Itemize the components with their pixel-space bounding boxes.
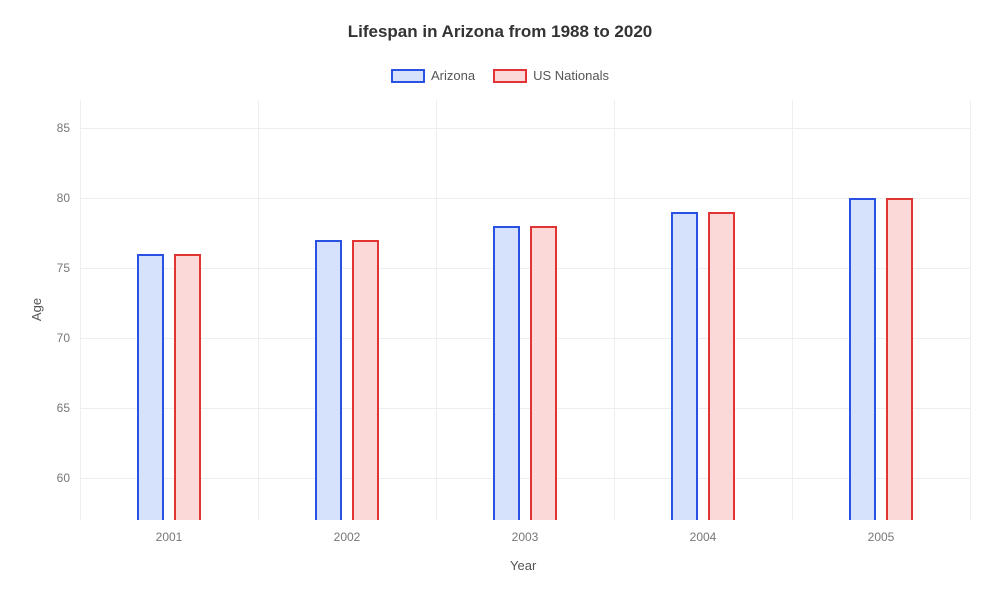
lifespan-chart: Lifespan in Arizona from 1988 to 2020 Ar… — [0, 0, 1000, 600]
legend-item-arizona: Arizona — [391, 68, 475, 83]
bar — [137, 254, 164, 520]
y-tick-label: 85 — [57, 121, 70, 135]
gridline-horizontal — [80, 128, 970, 129]
gridline-vertical — [614, 100, 615, 520]
gridline-vertical — [792, 100, 793, 520]
y-tick-label: 60 — [57, 471, 70, 485]
gridline-horizontal — [80, 408, 970, 409]
legend-swatch-arizona — [391, 69, 425, 83]
bar — [886, 198, 913, 520]
legend-item-us-nationals: US Nationals — [493, 68, 609, 83]
plot-area: 60657075808520012002200320042005 — [80, 100, 970, 520]
x-tick-label: 2001 — [156, 530, 183, 544]
gridline-horizontal — [80, 478, 970, 479]
x-axis-title: Year — [510, 558, 536, 573]
bar — [493, 226, 520, 520]
gridline-vertical — [436, 100, 437, 520]
legend-swatch-us-nationals — [493, 69, 527, 83]
bar — [174, 254, 201, 520]
x-tick-label: 2003 — [512, 530, 539, 544]
bar — [849, 198, 876, 520]
gridline-vertical — [258, 100, 259, 520]
chart-title: Lifespan in Arizona from 1988 to 2020 — [0, 22, 1000, 42]
gridline-horizontal — [80, 198, 970, 199]
x-tick-label: 2005 — [868, 530, 895, 544]
x-tick-label: 2002 — [334, 530, 361, 544]
y-tick-label: 65 — [57, 401, 70, 415]
x-tick-label: 2004 — [690, 530, 717, 544]
bar — [315, 240, 342, 520]
gridline-vertical — [80, 100, 81, 520]
gridline-horizontal — [80, 338, 970, 339]
y-tick-label: 70 — [57, 331, 70, 345]
bar — [671, 212, 698, 520]
gridline-horizontal — [80, 268, 970, 269]
y-axis-title: Age — [29, 298, 44, 321]
legend-label: US Nationals — [533, 68, 609, 83]
gridline-vertical — [970, 100, 971, 520]
bar — [352, 240, 379, 520]
bar — [708, 212, 735, 520]
legend-label: Arizona — [431, 68, 475, 83]
legend: Arizona US Nationals — [0, 68, 1000, 83]
y-tick-label: 80 — [57, 191, 70, 205]
y-tick-label: 75 — [57, 261, 70, 275]
bar — [530, 226, 557, 520]
